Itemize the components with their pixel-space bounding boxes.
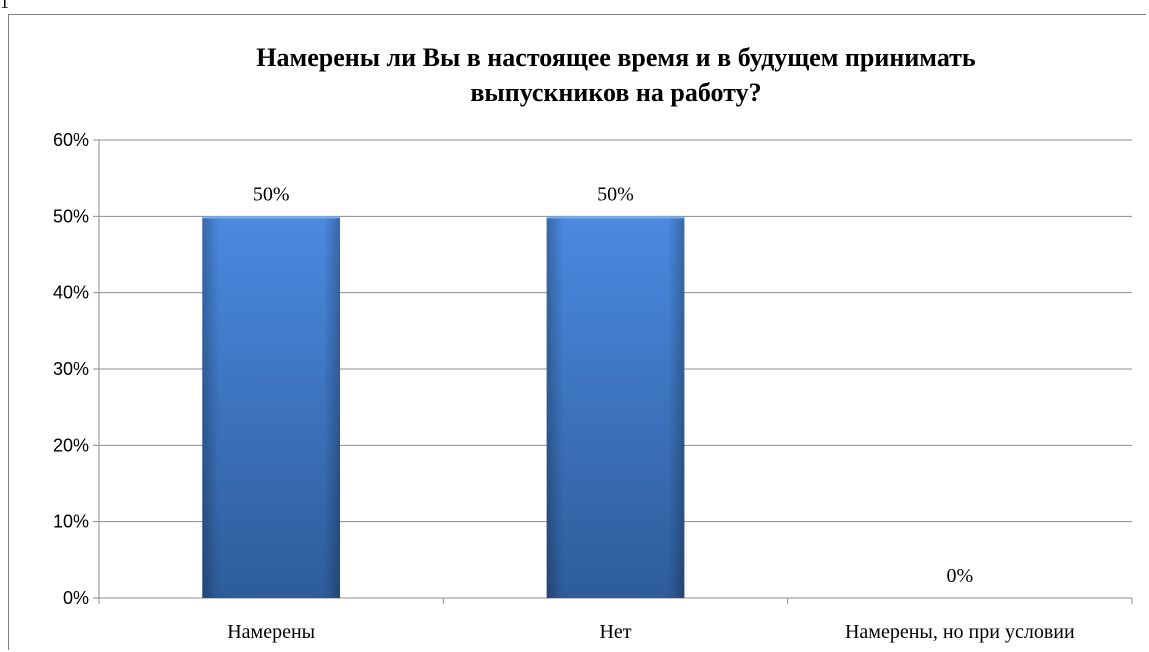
chart-title-line-1: Намерены ли Вы в настоящее время и в буд… — [256, 43, 976, 72]
data-label: 50% — [597, 183, 634, 205]
y-tick-label: 60% — [53, 130, 89, 150]
y-tick-label: 10% — [53, 512, 89, 532]
bar-shading — [202, 216, 341, 599]
chart-frame — [8, 14, 1146, 650]
bars — [202, 216, 685, 599]
y-tick-label: 20% — [53, 435, 89, 455]
y-tick-label: 0% — [63, 588, 89, 608]
category-label: Намерены, но при условии — [845, 621, 1075, 643]
data-label: 0% — [946, 565, 973, 587]
stray-page-fragment: 1 — [0, 0, 9, 12]
chart-title-line-2: выпускников на работу? — [470, 78, 762, 107]
category-label: Намерены — [227, 621, 315, 643]
y-tick-label: 40% — [53, 283, 89, 303]
y-tick-label: 50% — [53, 206, 89, 226]
data-label: 50% — [253, 183, 290, 205]
category-label: Нет — [599, 621, 631, 643]
chart-title: Намерены ли Вы в настоящее время и в буд… — [100, 40, 1132, 110]
bar-shading — [546, 216, 685, 599]
labels: 0% 10% 20% 30% 40% 50% 60% 50% Намерены 50% Нет 0% Н… — [53, 130, 1075, 643]
y-tick-label: 30% — [53, 359, 89, 379]
